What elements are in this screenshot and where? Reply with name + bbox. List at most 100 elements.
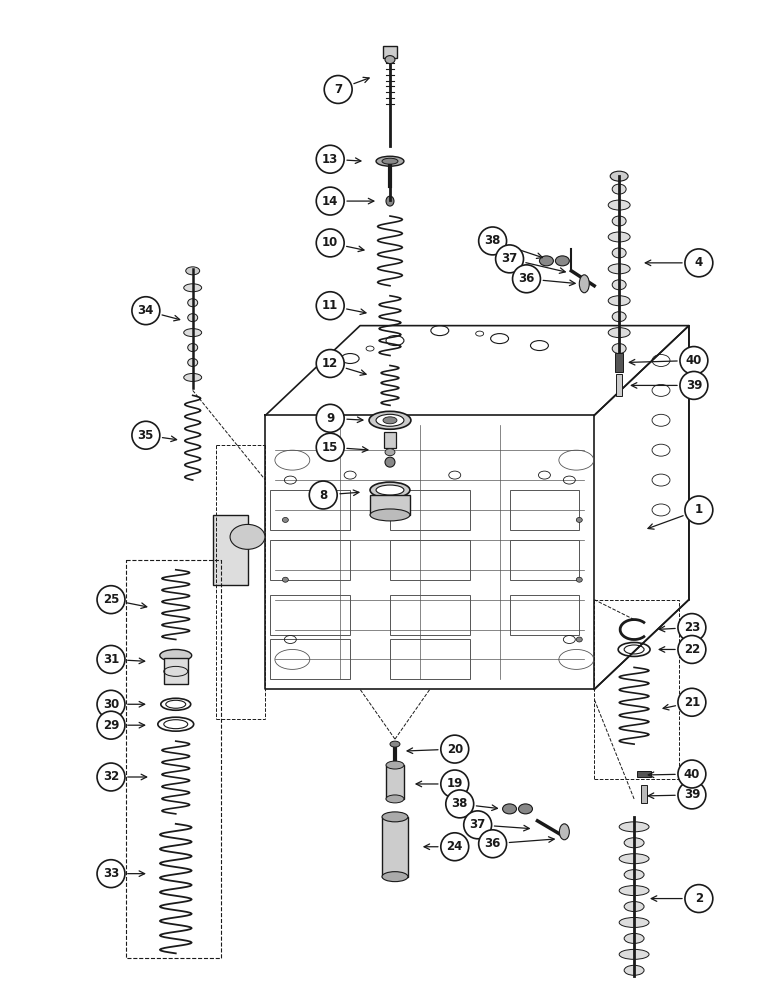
Text: 19: 19 (446, 777, 463, 790)
Ellipse shape (624, 838, 644, 848)
Text: 38: 38 (484, 234, 501, 247)
Circle shape (513, 265, 540, 293)
Bar (213, 515, 248, 585)
Bar (390, 490, 469, 530)
Text: 24: 24 (446, 840, 463, 853)
Ellipse shape (386, 761, 404, 769)
Text: 13: 13 (322, 153, 338, 166)
Circle shape (441, 833, 469, 861)
Bar (270, 540, 350, 580)
Ellipse shape (385, 449, 395, 456)
Ellipse shape (385, 56, 395, 64)
Text: 37: 37 (502, 252, 518, 265)
Circle shape (685, 496, 713, 524)
Circle shape (685, 249, 713, 277)
Ellipse shape (283, 577, 289, 582)
Bar (510, 595, 579, 635)
Circle shape (97, 586, 125, 614)
Text: 1: 1 (695, 503, 703, 516)
Text: 12: 12 (322, 357, 338, 370)
Ellipse shape (608, 328, 630, 338)
Text: 8: 8 (319, 489, 327, 502)
Text: 36: 36 (518, 272, 535, 285)
Text: 4: 4 (695, 256, 703, 269)
Text: 9: 9 (326, 412, 334, 425)
Circle shape (678, 781, 706, 809)
Circle shape (317, 292, 344, 320)
Ellipse shape (369, 411, 411, 429)
Ellipse shape (382, 872, 408, 882)
Circle shape (678, 760, 706, 788)
Text: 33: 33 (103, 867, 119, 880)
Circle shape (680, 347, 708, 374)
Ellipse shape (283, 517, 289, 522)
Ellipse shape (624, 902, 644, 912)
Text: 21: 21 (684, 696, 700, 709)
Ellipse shape (577, 517, 582, 522)
Bar (390, 540, 469, 580)
Ellipse shape (376, 485, 404, 495)
Ellipse shape (612, 344, 626, 354)
Bar (270, 639, 350, 679)
Text: 31: 31 (103, 653, 119, 666)
Ellipse shape (382, 812, 408, 822)
Ellipse shape (160, 649, 191, 661)
Ellipse shape (503, 804, 516, 814)
Ellipse shape (579, 275, 589, 293)
Ellipse shape (612, 216, 626, 226)
Ellipse shape (230, 524, 265, 549)
Bar (382, 817, 408, 877)
Ellipse shape (385, 457, 395, 467)
Ellipse shape (619, 854, 649, 864)
Ellipse shape (608, 232, 630, 242)
Ellipse shape (612, 280, 626, 290)
Bar (383, 46, 397, 58)
Bar (370, 495, 410, 515)
Ellipse shape (560, 824, 569, 840)
Text: 39: 39 (686, 379, 702, 392)
Text: 34: 34 (137, 304, 154, 317)
Ellipse shape (619, 917, 649, 927)
Text: 10: 10 (322, 236, 338, 249)
Ellipse shape (624, 870, 644, 880)
Ellipse shape (612, 184, 626, 194)
Text: 14: 14 (322, 195, 338, 208)
Ellipse shape (624, 965, 644, 975)
Ellipse shape (577, 637, 582, 642)
Text: 38: 38 (452, 797, 468, 810)
Circle shape (317, 145, 344, 173)
Bar (510, 540, 579, 580)
Ellipse shape (188, 359, 198, 366)
Text: 20: 20 (447, 743, 463, 756)
Ellipse shape (382, 158, 398, 164)
Ellipse shape (612, 248, 626, 258)
Ellipse shape (519, 804, 533, 814)
Text: 11: 11 (322, 299, 338, 312)
Circle shape (496, 245, 523, 273)
Ellipse shape (610, 171, 628, 181)
Ellipse shape (188, 299, 198, 307)
Ellipse shape (619, 886, 649, 896)
Text: 30: 30 (103, 698, 119, 711)
Circle shape (317, 433, 344, 461)
Text: 39: 39 (684, 788, 700, 801)
Ellipse shape (383, 417, 397, 424)
Bar (641, 785, 647, 803)
Text: 23: 23 (684, 621, 700, 634)
Ellipse shape (608, 296, 630, 306)
Circle shape (678, 614, 706, 641)
Circle shape (132, 421, 160, 449)
Bar (510, 490, 579, 530)
Ellipse shape (370, 482, 410, 498)
Bar (384, 432, 396, 448)
Circle shape (464, 811, 492, 839)
Text: 22: 22 (684, 643, 700, 656)
Bar (386, 765, 404, 799)
Bar (270, 595, 350, 635)
Circle shape (317, 350, 344, 377)
Circle shape (324, 76, 352, 103)
Circle shape (310, 481, 337, 509)
Ellipse shape (577, 577, 582, 582)
Circle shape (97, 645, 125, 673)
Circle shape (317, 187, 344, 215)
